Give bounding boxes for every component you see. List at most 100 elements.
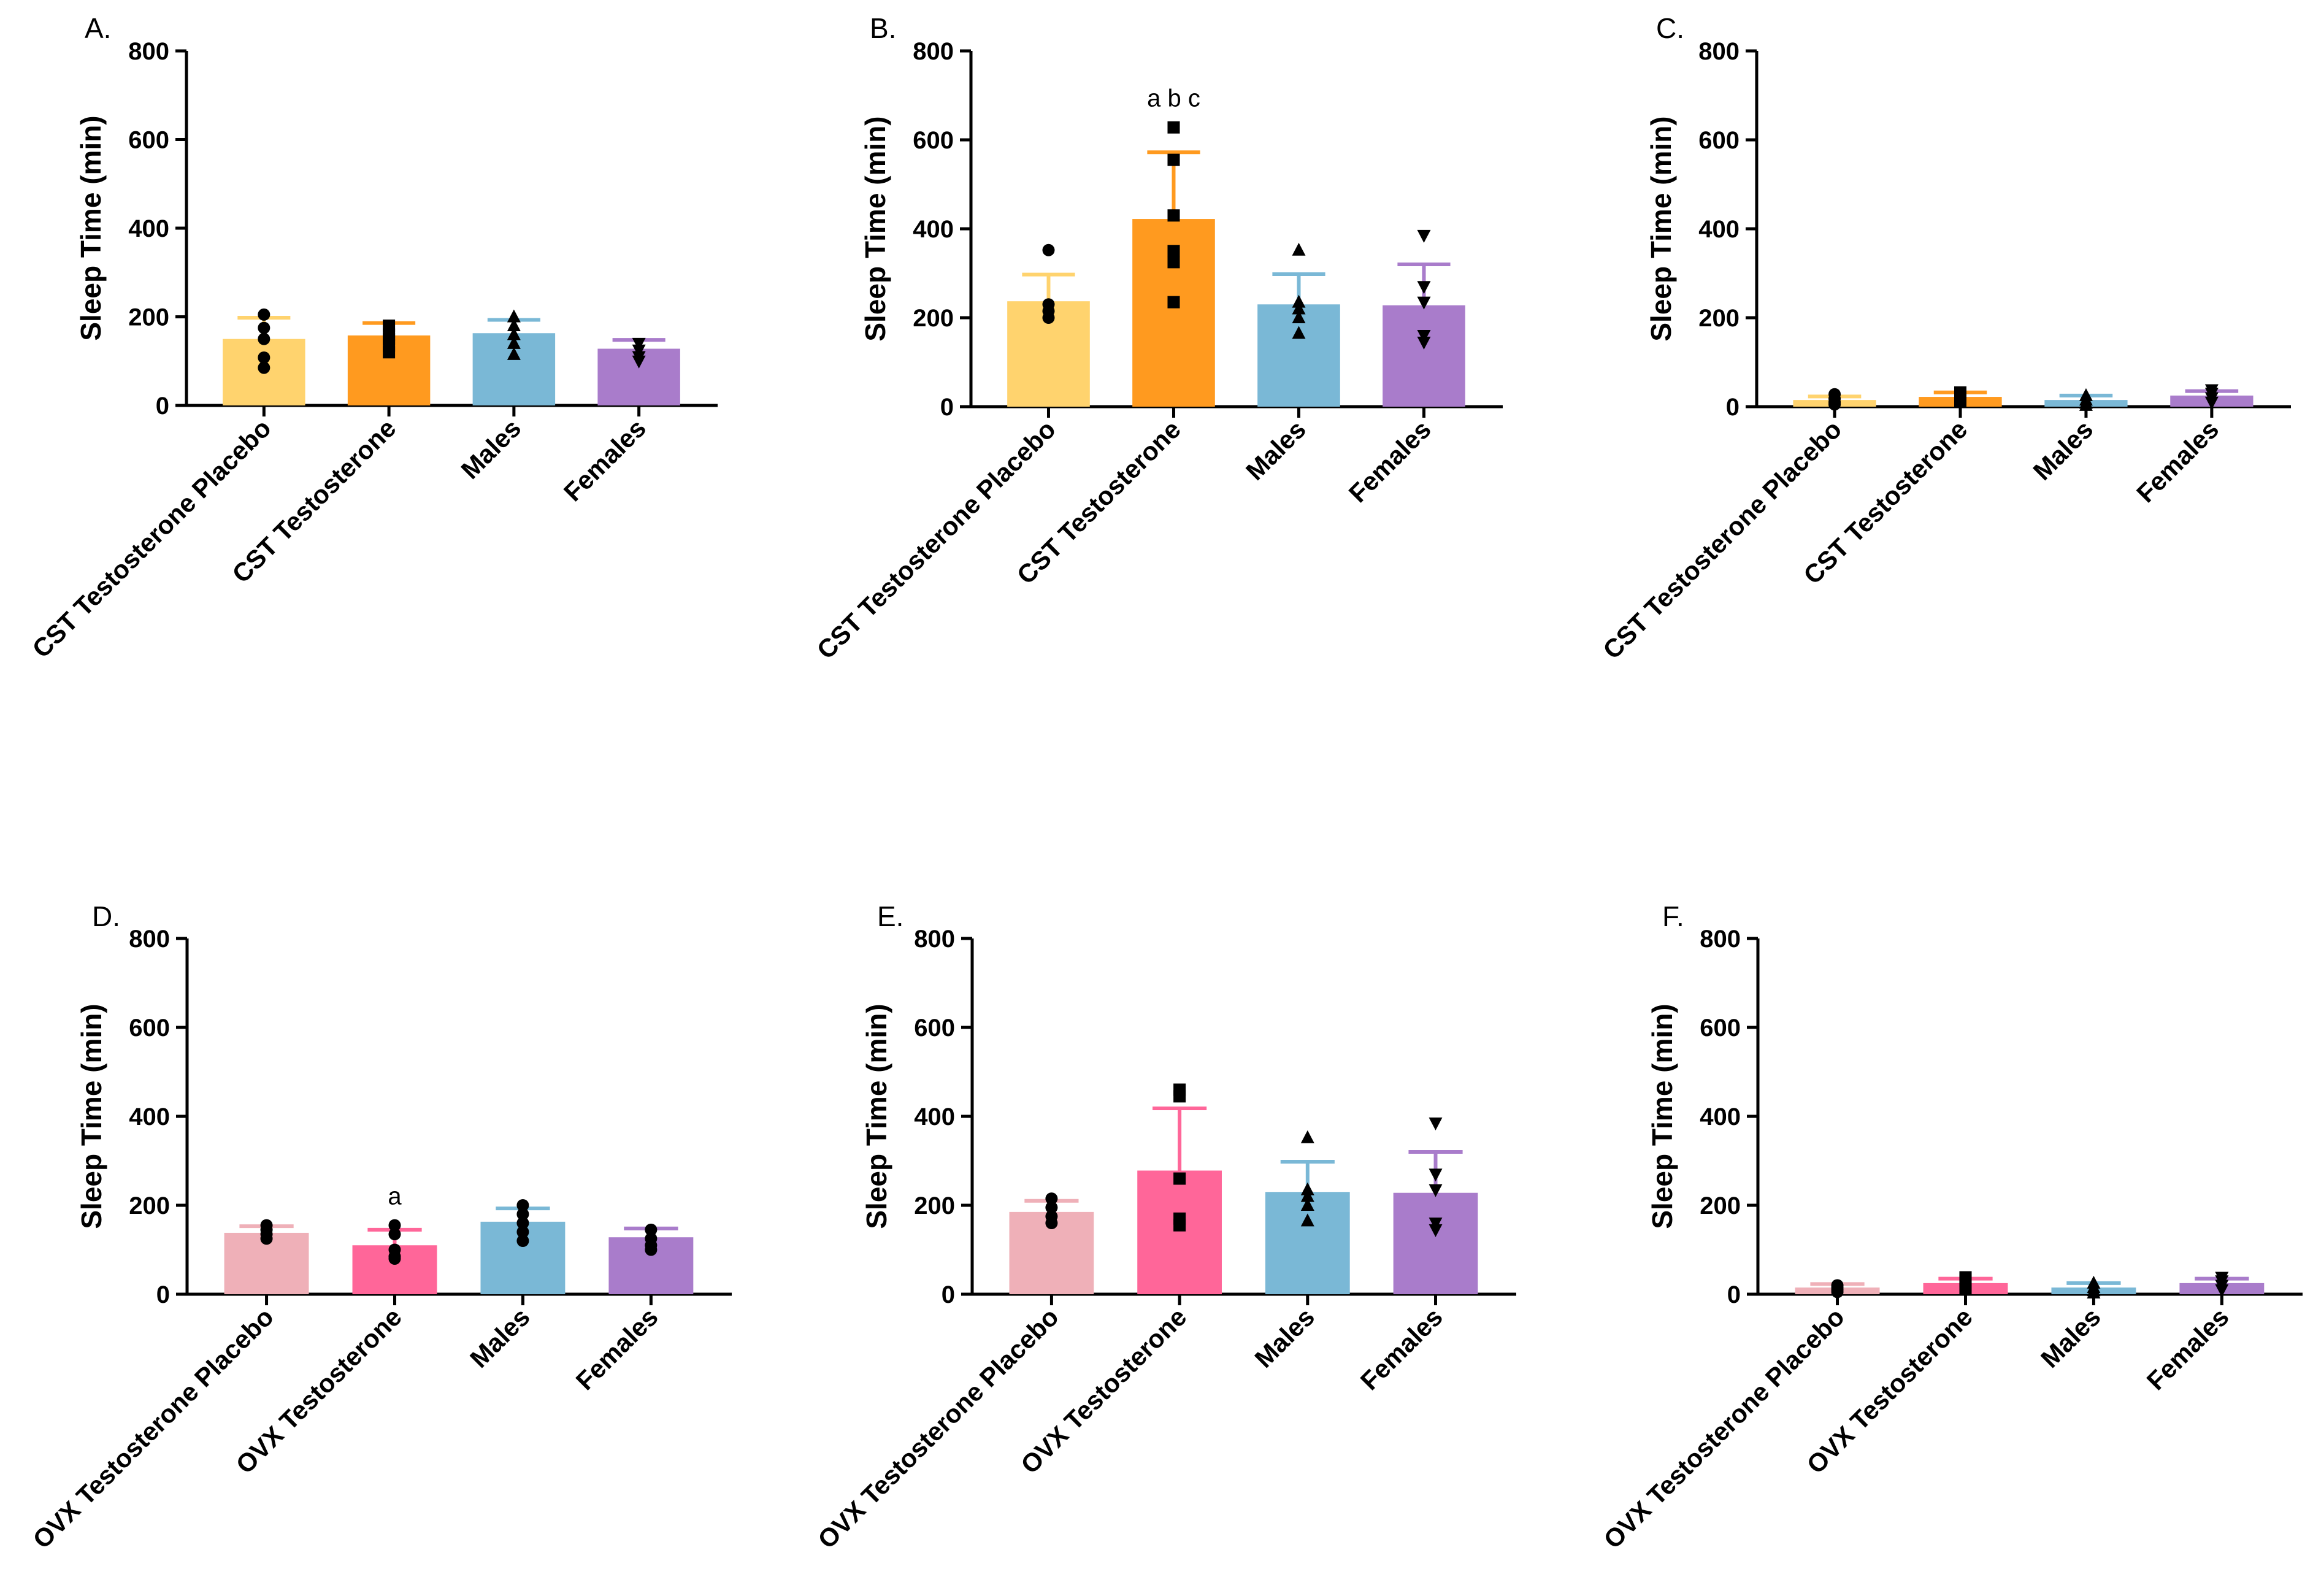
y-tick-label: 600 [913, 127, 954, 154]
data-point [1417, 330, 1431, 343]
data-point [1292, 301, 1306, 315]
category-label: Males [2035, 1302, 2106, 1373]
y-tick-label: 0 [940, 394, 954, 421]
data-point [1300, 1182, 1314, 1195]
category-label: CST Testosterone Placebo [811, 415, 1061, 664]
bar [1383, 305, 1465, 407]
data-point [1300, 1189, 1314, 1202]
y-axis-title: Sleep Time (min) [861, 1003, 892, 1229]
data-point [1292, 326, 1306, 339]
y-tick-label: 400 [1700, 1103, 1741, 1130]
data-point [645, 1223, 658, 1236]
data-point [516, 1199, 529, 1211]
data-point [1959, 1283, 1972, 1295]
y-axis-title: Sleep Time (min) [1645, 116, 1677, 341]
data-point [516, 1235, 529, 1247]
data-point [1167, 256, 1180, 269]
data-point [2215, 1284, 2229, 1297]
y-tick-label: 600 [128, 127, 169, 154]
data-point [2087, 1285, 2101, 1299]
category-label: Males [1240, 415, 1311, 486]
chart-panel-4: D. Sleep Time (min) 0 200 400 600 800 OVX Testo… [27, 900, 732, 1554]
data-point [1292, 242, 1306, 256]
y-tick-label: 800 [128, 38, 169, 65]
category-label: Females [570, 1302, 664, 1395]
data-point [1167, 153, 1180, 166]
y-tick-label: 200 [128, 304, 169, 331]
category-label: OVX Testosterone Placebo [27, 1302, 279, 1554]
category-label: CST Testosterone Placebo [26, 413, 276, 663]
data-point [1167, 245, 1180, 258]
category-label: Females [2141, 1302, 2234, 1395]
y-tick-label: 800 [914, 926, 955, 953]
y-tick-label: 400 [128, 215, 169, 242]
y-tick-label: 200 [914, 1192, 955, 1219]
y-tick-label: 200 [913, 305, 954, 332]
data-point [2079, 397, 2093, 411]
chart-panel-1: A. Sleep Time (min) 0 200 400 600 800 CST Testo… [26, 12, 718, 663]
data-point [258, 321, 270, 334]
y-tick-label: 400 [1698, 216, 1740, 243]
data-point [388, 1228, 401, 1241]
panel-label: D. [92, 900, 120, 932]
chart-panel-3: C. Sleep Time (min) 0 200 400 600 800 CST Testo… [1597, 12, 2291, 664]
category-label: CST Testosterone Placebo [1597, 415, 1847, 664]
data-point [632, 344, 646, 358]
data-point [1167, 209, 1180, 222]
data-point [632, 337, 646, 351]
data-point [645, 1243, 658, 1256]
data-point [1167, 296, 1180, 309]
y-tick-label: 800 [129, 926, 170, 953]
data-point [1429, 1218, 1443, 1230]
data-point [507, 318, 521, 331]
y-tick-label: 400 [914, 1103, 955, 1130]
data-point [1292, 294, 1306, 308]
category-label: OVX Testosterone Placebo [1598, 1302, 1850, 1554]
y-tick-label: 400 [129, 1103, 170, 1130]
significance-annotation: a [388, 1183, 402, 1210]
panel-label: E. [877, 900, 903, 932]
chart-panel-6: F. Sleep Time (min) 0 200 400 600 800 OVX Testo… [1598, 900, 2303, 1554]
panel-label: F. [1662, 900, 1684, 932]
y-tick-label: 0 [156, 1281, 170, 1308]
data-point [1042, 244, 1055, 256]
chart-panel-2: B. Sleep Time (min) 0 200 400 600 800 CST Testo… [811, 12, 1503, 664]
y-tick-label: 800 [913, 38, 954, 65]
data-point [258, 332, 270, 345]
data-point [1831, 1286, 1844, 1299]
data-point [516, 1226, 529, 1238]
data-point [383, 346, 396, 359]
panel-label: C. [1656, 12, 1684, 44]
data-point [507, 336, 521, 349]
y-tick-label: 800 [1700, 926, 1741, 953]
data-point [258, 308, 270, 321]
data-point [507, 309, 521, 323]
data-point [1045, 1217, 1058, 1229]
y-tick-label: 600 [914, 1015, 955, 1042]
data-point [1042, 312, 1055, 324]
y-axis-title: Sleep Time (min) [1646, 1003, 1678, 1229]
data-point [516, 1217, 529, 1229]
y-tick-label: 0 [942, 1281, 955, 1308]
data-point [507, 347, 521, 360]
data-point [1045, 1192, 1058, 1205]
data-point [1417, 296, 1431, 310]
bar [1137, 1170, 1222, 1294]
data-point [258, 361, 270, 374]
category-label: Males [455, 413, 526, 485]
y-tick-label: 0 [1726, 394, 1740, 421]
y-tick-label: 200 [1698, 305, 1740, 332]
y-axis-title: Sleep Time (min) [859, 116, 891, 341]
data-point [260, 1232, 273, 1245]
category-label: Females [558, 413, 651, 507]
category-label: Females [1355, 1302, 1448, 1395]
category-label: Females [2131, 415, 2224, 508]
data-point [1300, 1130, 1314, 1143]
y-tick-label: 800 [1698, 38, 1740, 65]
data-point [516, 1208, 529, 1221]
data-point [1429, 1117, 1443, 1130]
data-point [388, 1219, 401, 1232]
y-tick-label: 200 [1700, 1192, 1741, 1219]
data-point [2204, 396, 2219, 410]
